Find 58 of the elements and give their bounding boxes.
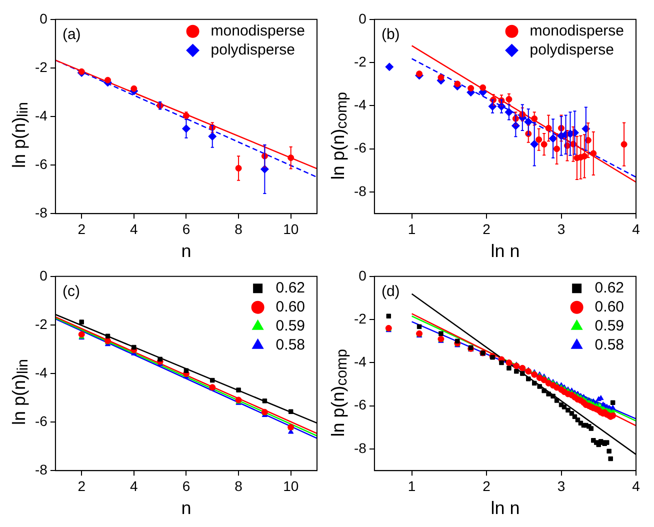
legend-label: 0.58: [276, 336, 306, 354]
x-axis-title: n: [181, 241, 192, 262]
annotation: (a): [62, 26, 81, 44]
x-tick-label: 10: [283, 478, 299, 494]
y-tick-label: -2: [34, 58, 48, 75]
x-tick-label: 6: [182, 220, 190, 237]
y-tick-label: -6: [34, 156, 48, 172]
x-tick-label: 1: [408, 220, 416, 237]
y-tick-label: -6: [354, 140, 367, 156]
x-tick-label: 4: [130, 220, 138, 237]
y-tick-label: 0: [40, 10, 48, 26]
y-tick-label: -4: [354, 96, 367, 113]
y-tick-label: -2: [354, 310, 367, 326]
x-tick-label: 8: [234, 220, 243, 237]
x-tick-label: 2: [78, 220, 86, 237]
legend-label: 0.60: [276, 298, 306, 316]
y-tick-label: -8: [34, 204, 48, 220]
y-tick-label: -6: [354, 396, 367, 413]
legend-label: 0.60: [594, 298, 624, 316]
x-tick-label: 2: [482, 220, 491, 237]
y-tick-label: -4: [34, 364, 48, 380]
x-axis-title: ln n: [490, 498, 520, 518]
x-tick-label: 4: [632, 220, 640, 237]
legend-label: 0.58: [594, 336, 624, 354]
annotation: (c): [62, 283, 80, 300]
legend-label: polydisperse: [210, 42, 295, 59]
legend-label: 0.62: [594, 280, 624, 297]
y-tick-label: -4: [34, 107, 48, 124]
annotation: (d): [381, 283, 400, 300]
x-tick-label: 2: [482, 478, 491, 494]
annotation: (b): [381, 26, 400, 44]
legend-label: 0.62: [276, 280, 306, 297]
x-tick-label: 4: [632, 478, 640, 494]
y-tick-label: -8: [354, 440, 367, 456]
legend-label: 0.59: [276, 318, 306, 335]
x-tick-label: 4: [130, 478, 138, 494]
y-tick-label: -4: [354, 354, 367, 370]
y-tick-label: 0: [358, 10, 367, 26]
y-tick-label: -2: [34, 316, 48, 332]
x-tick-label: 10: [283, 220, 299, 237]
x-tick-label: 8: [234, 478, 243, 494]
y-tick-label: -2: [354, 53, 367, 70]
y-tick-label: -8: [354, 182, 367, 199]
y-tick-label: -8: [34, 461, 48, 478]
legend-label: monodisperse: [530, 22, 624, 40]
y-tick-label: 0: [358, 267, 367, 284]
x-axis-title: ln n: [490, 241, 520, 262]
y-tick-label: -6: [34, 412, 48, 429]
legend-label: 0.59: [594, 318, 624, 335]
x-axis-title: n: [181, 498, 192, 518]
x-tick-label: 2: [78, 478, 86, 494]
x-tick-label: 3: [557, 478, 566, 494]
y-tick-label: 0: [40, 267, 48, 284]
legend-label: polydisperse: [530, 42, 614, 59]
legend-label: monodisperse: [210, 22, 305, 40]
x-tick-label: 6: [182, 478, 190, 494]
x-tick-label: 1: [408, 478, 416, 494]
x-tick-label: 3: [557, 220, 566, 237]
